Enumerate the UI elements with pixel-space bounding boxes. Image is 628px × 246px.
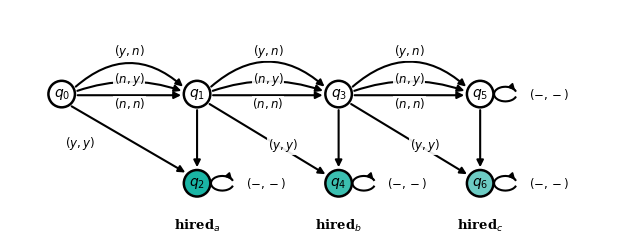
Text: $(n, y)$: $(n, y)$	[114, 71, 144, 88]
Ellipse shape	[467, 81, 494, 107]
Text: $q_2$: $q_2$	[189, 176, 205, 191]
Text: $(n, y)$: $(n, y)$	[394, 71, 425, 88]
Text: $(y, n)$: $(y, n)$	[114, 43, 144, 60]
Text: hired$_b$: hired$_b$	[315, 218, 362, 234]
Text: $(-, -)$: $(-, -)$	[387, 176, 428, 191]
Text: $(n, n)$: $(n, n)$	[114, 96, 145, 111]
Text: hired$_a$: hired$_a$	[174, 218, 220, 234]
Text: $(y, y)$: $(y, y)$	[268, 138, 298, 154]
Ellipse shape	[184, 170, 210, 197]
Ellipse shape	[325, 170, 352, 197]
Ellipse shape	[467, 170, 494, 197]
Text: $(n, y)$: $(n, y)$	[252, 71, 283, 88]
Text: hired$_c$: hired$_c$	[457, 218, 504, 234]
Ellipse shape	[48, 81, 75, 107]
Text: $(n, n)$: $(n, n)$	[394, 96, 425, 111]
Text: $q_5$: $q_5$	[472, 87, 489, 102]
Text: $q_4$: $q_4$	[330, 176, 347, 191]
Ellipse shape	[184, 81, 210, 107]
Text: $(y, n)$: $(y, n)$	[252, 43, 283, 60]
Text: $(y, y)$: $(y, y)$	[409, 138, 440, 154]
Text: $(y, n)$: $(y, n)$	[394, 43, 425, 60]
Text: $(-, -)$: $(-, -)$	[529, 176, 570, 191]
Text: $q_1$: $q_1$	[189, 87, 205, 102]
Text: $q_6$: $q_6$	[472, 176, 489, 191]
Text: $q_3$: $q_3$	[330, 87, 347, 102]
Text: $q_0$: $q_0$	[53, 87, 70, 102]
Text: $(-, -)$: $(-, -)$	[246, 176, 286, 191]
Text: $(-, -)$: $(-, -)$	[529, 87, 570, 102]
Text: $(y, y)$: $(y, y)$	[65, 135, 95, 152]
Text: $(n, n)$: $(n, n)$	[252, 96, 283, 111]
Ellipse shape	[325, 81, 352, 107]
